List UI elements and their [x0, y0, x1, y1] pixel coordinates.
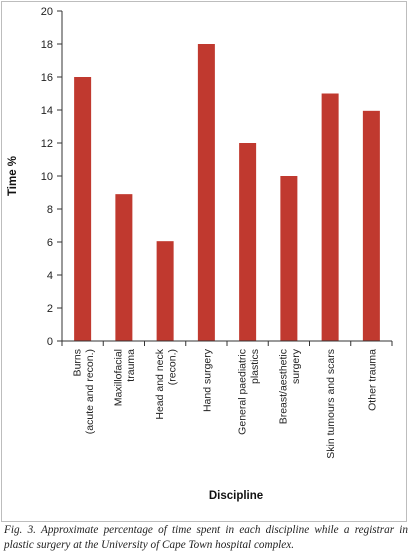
x-category-label: General paediatric — [236, 349, 248, 435]
bars — [74, 44, 380, 341]
axes — [61, 11, 393, 346]
y-tick-label: 20 — [41, 6, 53, 18]
x-category-label: Hand surgery — [201, 348, 213, 412]
bar — [239, 143, 257, 341]
bar — [197, 44, 215, 341]
x-axis-category-labels: Burns (acute and recon.) Maxillofacial trau… — [71, 348, 378, 458]
x-category-label: Other trauma — [366, 349, 378, 411]
figure-frame — [1, 1, 407, 522]
bar — [321, 93, 339, 341]
x-category-label: Head and neck — [154, 348, 166, 419]
y-axis-title: Time % — [7, 156, 19, 196]
bar — [362, 110, 380, 341]
figure-caption: Fig. 3. Approximate percentage of time s… — [4, 524, 408, 551]
x-category-label: Maxillofacial — [113, 349, 125, 406]
bar — [156, 241, 174, 341]
y-tick-label: 10 — [41, 171, 53, 183]
x-category-label: Skin tumours and scars — [325, 349, 337, 459]
y-tick-label: 18 — [41, 39, 53, 51]
y-tick-label: 16 — [41, 72, 53, 84]
x-category-label: trauma — [125, 349, 137, 382]
x-axis-title: Discipline — [209, 490, 263, 502]
x-category-label: Burns — [71, 349, 83, 376]
bar — [74, 77, 92, 341]
bar-chart: 0 2 4 6 8 10 12 14 16 18 20 Burns (acute and recon.… — [7, 6, 393, 502]
y-tick-label: 8 — [47, 204, 53, 216]
x-category-label: surgery — [290, 348, 302, 384]
x-category-label: plastics — [249, 349, 261, 384]
bar — [115, 194, 133, 341]
y-tick-label: 12 — [41, 138, 53, 150]
bar — [280, 176, 298, 341]
y-tick-label: 2 — [47, 303, 53, 315]
x-category-label: (recon.) — [166, 349, 178, 385]
x-category-label: (acute and recon.) — [84, 349, 96, 434]
y-axis-ticks: 0 2 4 6 8 10 12 14 16 18 20 — [41, 6, 62, 348]
y-tick-label: 0 — [47, 336, 53, 348]
y-tick-label: 6 — [47, 237, 53, 249]
y-tick-label: 14 — [41, 105, 53, 117]
y-tick-label: 4 — [47, 270, 53, 282]
x-category-label: Breast/aesthetic — [278, 349, 290, 424]
